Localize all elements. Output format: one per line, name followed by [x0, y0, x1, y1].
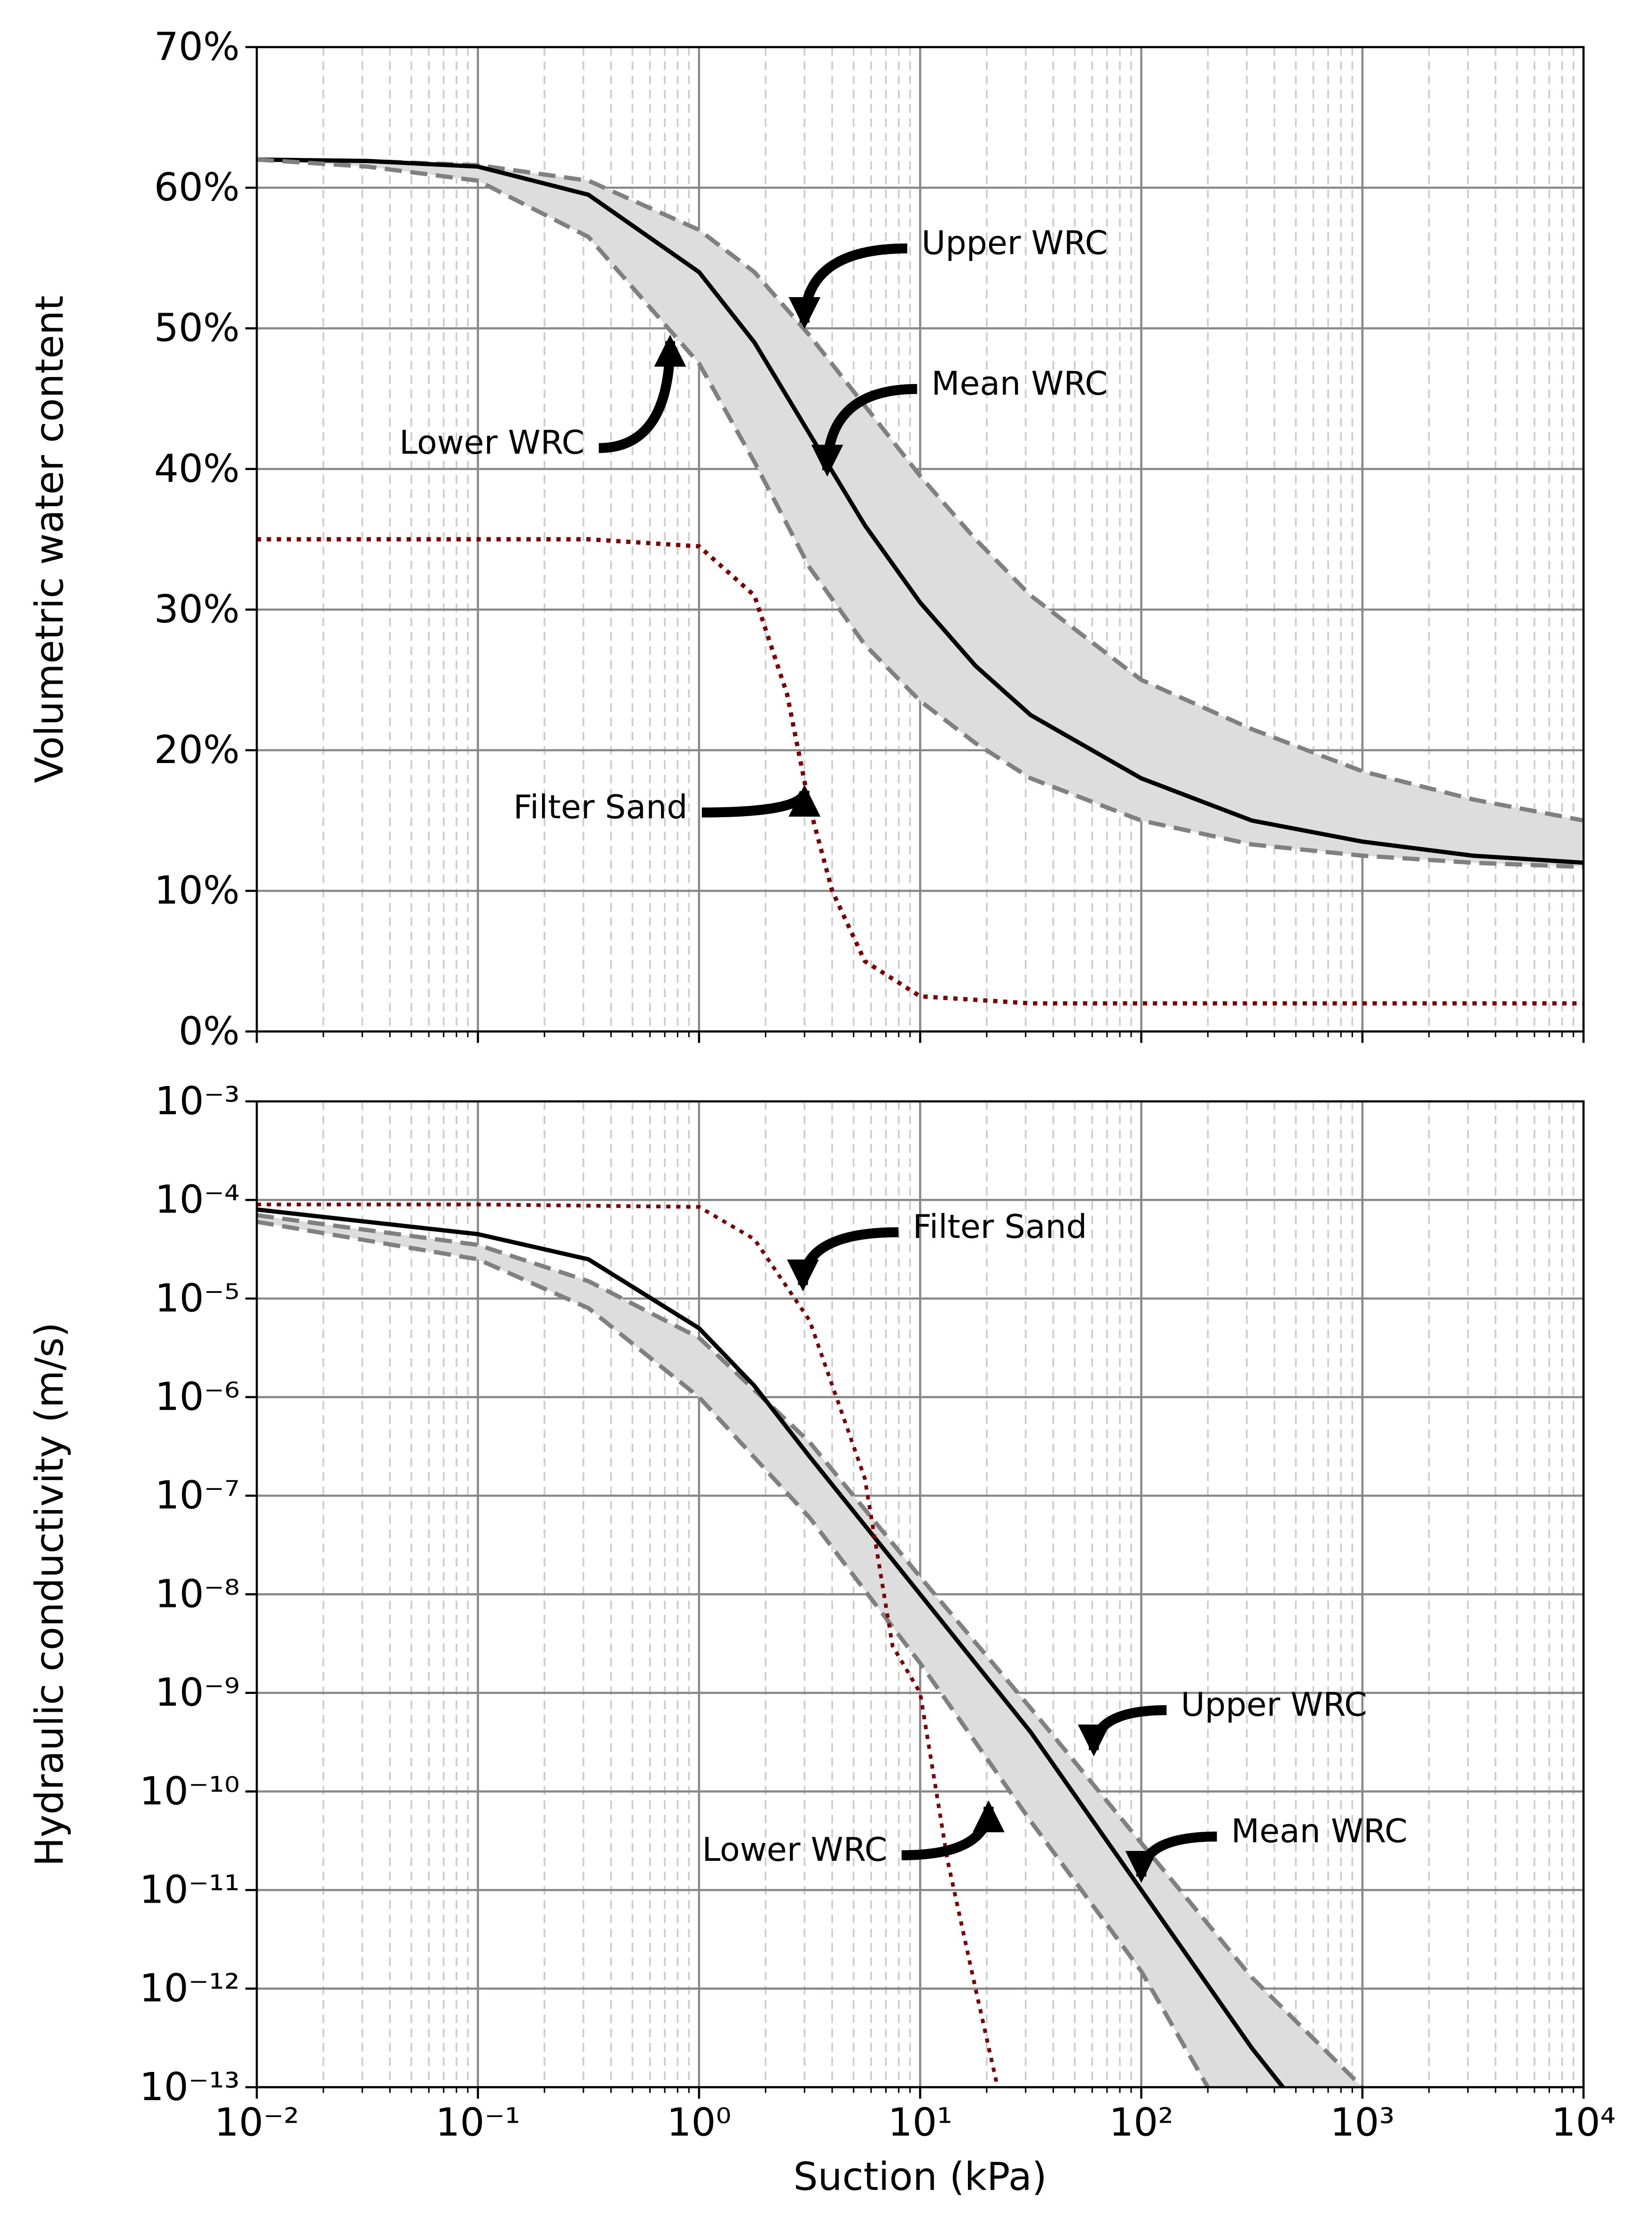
y-axis-label: Hydraulic conductivity (m/s): [28, 1322, 72, 1866]
annotation-arrow: [811, 384, 917, 477]
y-tick-label: 10⁻¹³: [140, 2065, 240, 2110]
plot-area: [257, 1101, 1584, 2087]
band: [257, 1215, 1362, 2087]
x-tick-label: 10⁻²: [214, 2101, 299, 2145]
series-line: [257, 157, 1584, 865]
plot-frame: [255, 46, 1585, 1033]
annotation-arrow: [787, 1227, 899, 1291]
series-line: [257, 537, 1584, 1006]
y-tick-label: 10%: [154, 868, 240, 913]
x-axis-label: Suction (kPa): [794, 2155, 1047, 2199]
x-tick-label: 10²: [1109, 2101, 1173, 2145]
series-line: [257, 1213, 1364, 2087]
plot-area: [257, 47, 1584, 1031]
plot-frame: [255, 1100, 1585, 2088]
series-line: [257, 1207, 1285, 2087]
y-tick-label: 60%: [154, 165, 240, 210]
y-tick-label: 10⁻¹⁰: [140, 1769, 240, 1814]
x-tick-label: 10³: [1330, 2101, 1394, 2145]
x-tick-label: 10⁰: [667, 2101, 731, 2145]
series-line: [257, 1202, 999, 2087]
y-tick-label: 10⁻⁶: [155, 1375, 239, 1419]
y-tick-label: 10⁻³: [155, 1079, 239, 1124]
annotation-arrow: [598, 334, 686, 453]
y-tick-label: 10⁻⁹: [155, 1670, 239, 1715]
series-line: [257, 157, 1584, 823]
series-line: [257, 1220, 1210, 2087]
y-tick-label: 40%: [154, 447, 240, 491]
annotation: Lower WRC: [702, 1831, 888, 1869]
y-tick-label: 10⁻¹¹: [140, 1867, 240, 1912]
band: [257, 159, 1584, 867]
annotation: Mean WRC: [1231, 1812, 1408, 1850]
x-tick-label: 10⁴: [1551, 2101, 1616, 2145]
annotation: Filter Sand: [513, 788, 688, 826]
annotation-arrow: [901, 1800, 1005, 1860]
series-line: [257, 157, 1584, 869]
x-tick-label: 10¹: [888, 2101, 952, 2145]
annotation: Upper WRC: [1181, 1686, 1367, 1724]
y-tick-label: 50%: [154, 306, 240, 351]
y-axis-label: Volumetric water content: [28, 295, 72, 783]
y-tick-label: 70%: [154, 24, 240, 69]
annotation: Upper WRC: [921, 224, 1108, 262]
y-tick-label: 10⁻¹²: [140, 1966, 240, 2011]
y-tick-label: 30%: [154, 587, 240, 632]
x-tick-label: 10⁻¹: [435, 2101, 520, 2145]
y-tick-label: 0%: [179, 1009, 240, 1054]
annotation-arrow: [1078, 1705, 1167, 1757]
annotation: Lower WRC: [399, 424, 584, 462]
y-tick-label: 20%: [154, 728, 240, 772]
annotation-arrow: [701, 785, 821, 818]
annotation-arrow: [1125, 1831, 1217, 1883]
annotation: Mean WRC: [931, 364, 1108, 402]
y-tick-label: 10⁻⁵: [155, 1276, 239, 1321]
y-tick-label: 10⁻⁴: [155, 1178, 239, 1222]
annotation: Filter Sand: [913, 1208, 1087, 1246]
annotation-arrow: [788, 243, 907, 329]
y-tick-label: 10⁻⁸: [155, 1572, 239, 1616]
y-tick-label: 10⁻⁷: [155, 1473, 239, 1518]
